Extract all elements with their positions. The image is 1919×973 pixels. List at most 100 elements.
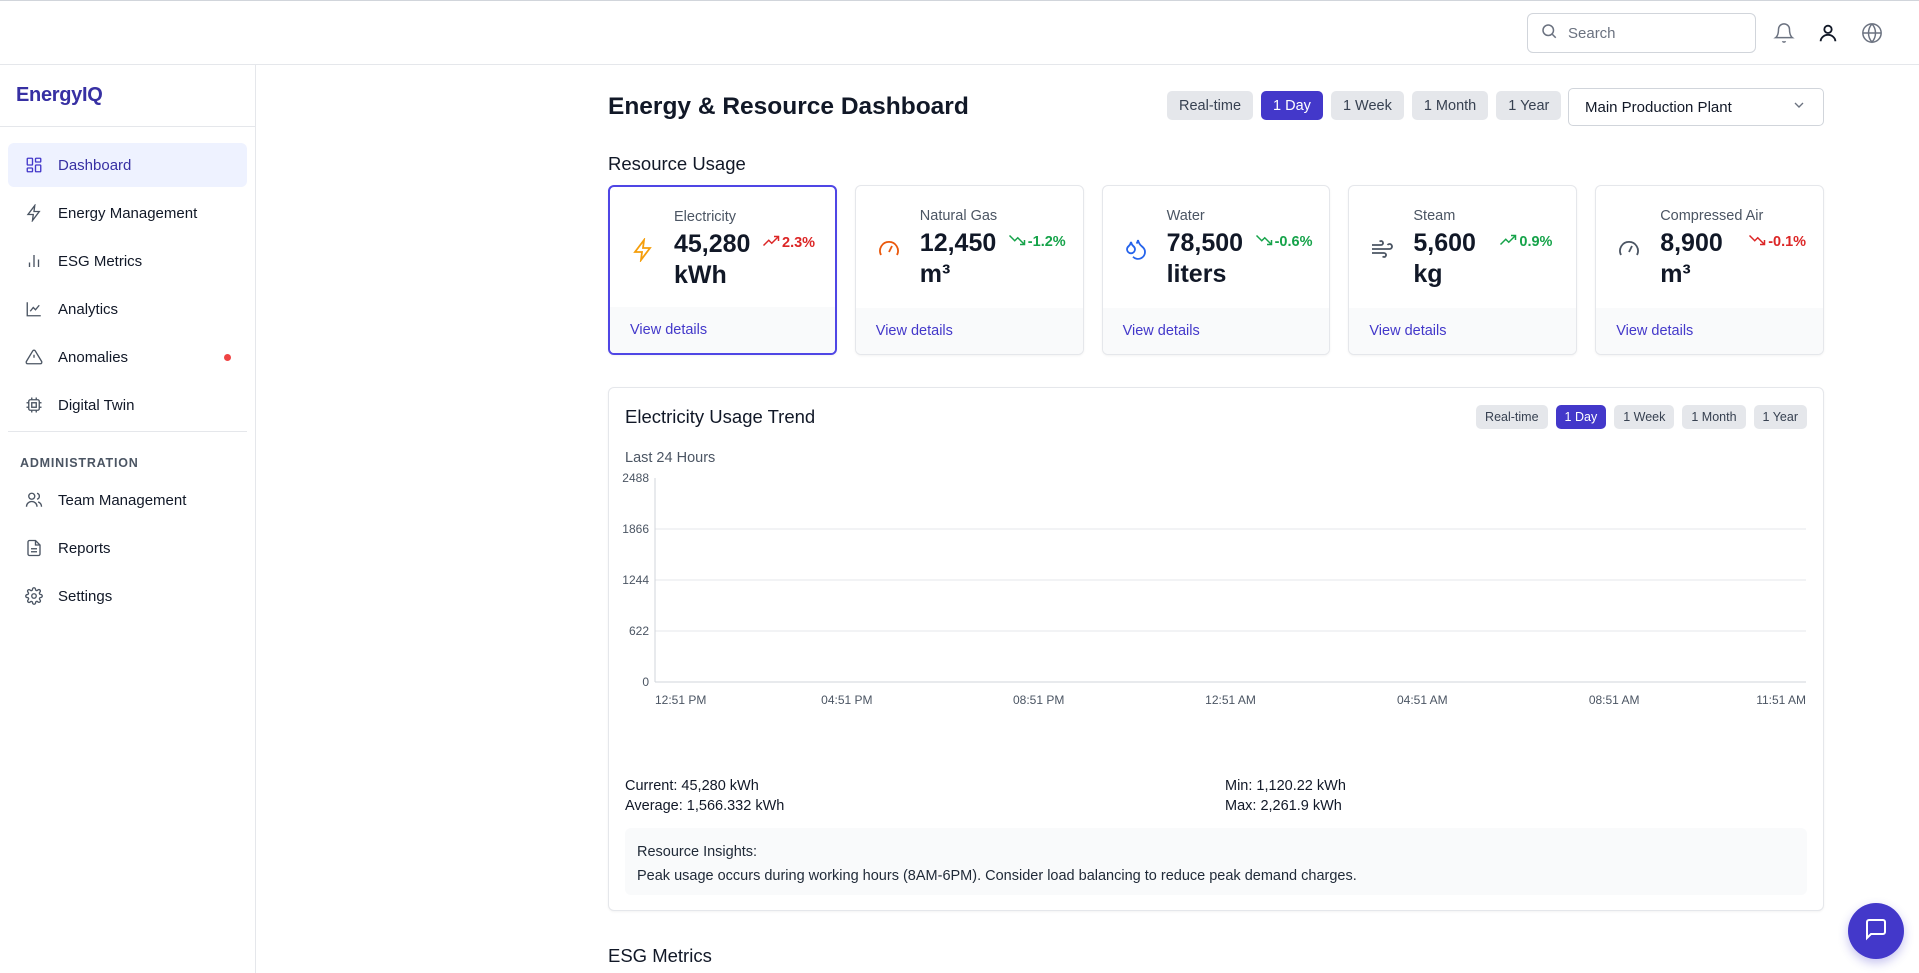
sidebar-item-energy-management[interactable]: Energy Management [8,191,247,235]
bolt-icon [24,203,44,223]
line-chart-icon [24,299,44,319]
resource-trend: -0.1% [1748,233,1806,251]
trend-stats-left: Current: 45,280 kWh Average: 1,566.332 k… [625,776,784,816]
view-details-link[interactable]: View details [610,307,835,353]
resource-value: 78,500 liters [1166,229,1244,288]
plant-select[interactable]: Main Production Plant [1568,88,1824,126]
wind-icon [1369,236,1395,262]
view-details-link[interactable]: View details [1596,308,1823,354]
trend-subtitle: Last 24 Hours [625,450,716,466]
resource-name: Natural Gas [919,208,998,224]
range-1week-button[interactable]: 1 Week [1330,91,1404,120]
electricity-trend-chart: 0 622 1244 1866 2488 12:51 PM 04:51 PM 08:51 PM… [622,471,1806,707]
globe-icon[interactable] [1858,19,1886,47]
chat-button[interactable] [1848,903,1904,959]
sidebar-item-esg-metrics[interactable]: ESG Metrics [8,239,247,283]
search-box[interactable] [1527,13,1756,53]
sidebar-item-label: Energy Management [58,204,198,222]
x-tick-label: 12:51 AM [1205,693,1256,707]
sidebar-item-reports[interactable]: Reports [8,526,247,570]
trend-range-1week-button[interactable]: 1 Week [1614,405,1675,429]
grid-icon [24,155,44,175]
resource-value: 45,280 kWh [674,230,751,289]
resource-card-water[interactable]: Water 78,500 liters -0.6% View details [1101,185,1331,355]
trend-range-1month-button[interactable]: 1 Month [1682,405,1746,429]
users-icon [24,490,44,510]
resource-unit: m³ [1660,260,1691,288]
gauge-icon [876,236,902,262]
x-tick-label: 12:51 PM [655,693,706,707]
file-text-icon [24,538,44,558]
bar-chart-icon [24,251,44,271]
trending-down-icon [1008,233,1026,251]
chevron-down-icon [1791,97,1807,117]
sidebar-item-digital-twin[interactable]: Digital Twin [8,383,247,427]
electricity-trend-panel: Electricity Usage Trend Real-time 1 Day … [608,387,1824,911]
notification-dot [224,354,231,361]
y-tick-label: 1244 [622,573,649,587]
trend-range-realtime-button[interactable]: Real-time [1476,405,1548,429]
page-title: Energy & Resource Dashboard [608,93,969,120]
sidebar-item-label: ESG Metrics [58,252,143,270]
range-1month-button[interactable]: 1 Month [1411,91,1489,120]
sidebar-item-label: Digital Twin [58,396,135,414]
view-details-link[interactable]: View details [855,308,1083,354]
resource-trend: -1.2% [1008,233,1066,251]
insight-text: Peak usage occurs during working hours (… [637,868,1357,884]
trend-range-1year-button[interactable]: 1 Year [1753,405,1807,429]
trend-range-1day-button[interactable]: 1 Day [1555,405,1607,429]
plant-select-value: Main Production Plant [1585,98,1732,116]
stat-max: Max: 2,261.9 kWh [1225,798,1342,814]
user-icon[interactable] [1814,19,1842,47]
trend-stats-right: Min: 1,120.22 kWh Max: 2,261.9 kWh [1225,776,1346,816]
cpu-icon [24,395,44,415]
insight-title: Resource Insights: [637,844,758,860]
sidebar-item-label: Dashboard [58,156,132,174]
droplets-icon [1123,236,1149,262]
resource-card-steam[interactable]: Steam 5,600 kg 0.9% View details [1348,185,1578,355]
view-details-link[interactable]: View details [1102,308,1330,354]
resource-unit: kWh [674,261,727,289]
range-1year-button[interactable]: 1 Year [1496,91,1562,120]
x-tick-label: 04:51 AM [1397,693,1448,707]
resource-card-compressed-air[interactable]: Compressed Air 8,900 m³ -0.1% View detail… [1595,185,1824,355]
chat-icon [1864,917,1888,946]
resource-name: Compressed Air [1660,208,1764,224]
resource-value: 12,450 m³ [919,229,997,288]
gauge-icon [1616,236,1642,262]
y-tick-label: 622 [629,624,649,638]
gear-icon [24,586,44,606]
resource-usage-title: Resource Usage [608,153,746,174]
y-tick-label: 1866 [622,522,649,536]
sidebar-item-anomalies[interactable]: Anomalies [8,335,247,379]
sidebar-item-analytics[interactable]: Analytics [8,287,247,331]
sidebar-item-team-management[interactable]: Team Management [8,478,247,522]
bell-icon[interactable] [1770,19,1798,47]
y-tick-label: 0 [642,675,649,689]
resource-unit: liters [1166,260,1227,288]
resource-value: 5,600 kg [1413,229,1476,288]
x-tick-label: 08:51 PM [1013,693,1064,707]
resource-unit: kg [1413,260,1443,288]
resource-trend: 2.3% [762,234,815,252]
sidebar-item-settings[interactable]: Settings [8,574,247,618]
trending-up-icon [762,234,780,252]
trending-down-icon [1748,233,1766,251]
x-tick-label: 08:51 AM [1589,693,1640,707]
view-details-link[interactable]: View details [1349,308,1577,354]
range-1day-button[interactable]: 1 Day [1261,91,1323,120]
resource-card-natural-gas[interactable]: Natural Gas 12,450 m³ -1.2% View details [854,185,1084,355]
resource-value: 8,900 m³ [1660,229,1723,288]
search-input[interactable] [1568,24,1738,42]
sidebar-item-label: Settings [58,587,113,605]
resource-cards: Electricity 45,280 kWh 2.3% View details … [608,185,1824,355]
sidebar-item-dashboard[interactable]: Dashboard [8,143,247,187]
range-realtime-button[interactable]: Real-time [1167,91,1254,120]
bolt-icon [630,237,656,263]
sidebar-item-label: Anomalies [58,348,129,366]
resource-trend: 0.9% [1499,233,1552,251]
sidebar-nav: Dashboard Energy Management ESG Metrics … [0,127,255,618]
resource-card-electricity[interactable]: Electricity 45,280 kWh 2.3% View details [608,185,837,355]
time-range-selector: Real-time 1 Day 1 Week 1 Month 1 Year [1167,91,1562,120]
brand-logo[interactable]: EnergyIQ [0,65,255,127]
